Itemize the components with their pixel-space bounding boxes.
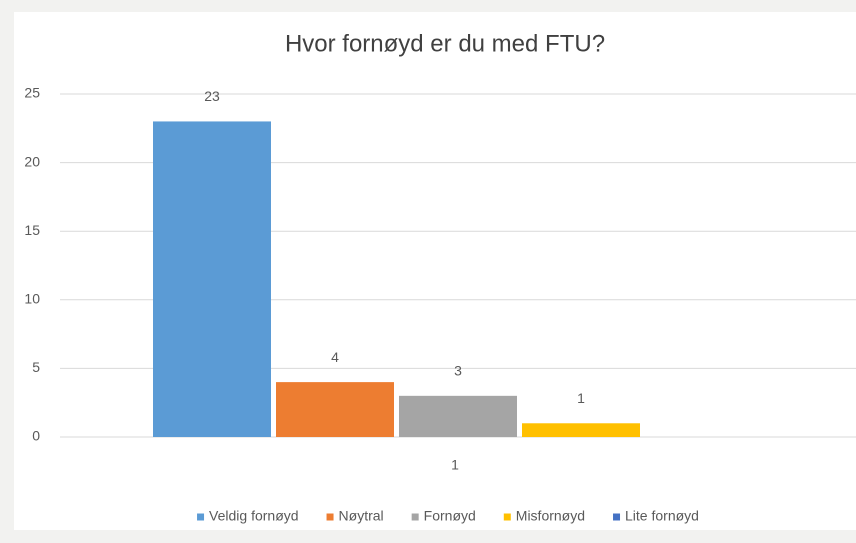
- y-tick-label: 20: [24, 153, 40, 169]
- legend-label: Veldig fornøyd: [209, 508, 299, 524]
- legend-item: Misfornøyd: [503, 508, 585, 524]
- y-tick-label: 25: [24, 85, 40, 101]
- bar: [522, 423, 640, 437]
- legend-swatch: [411, 513, 419, 521]
- data-label: 1: [577, 390, 585, 406]
- legend-item: Lite fornøyd: [613, 508, 699, 524]
- data-label: 3: [454, 363, 462, 379]
- legend-item: Fornøyd: [411, 508, 476, 524]
- legend-label: Lite fornøyd: [625, 508, 699, 524]
- legend-swatch: [503, 513, 511, 521]
- legend-label: Misfornøyd: [516, 508, 585, 524]
- chart-title: Hvor fornøyd er du med FTU?: [285, 30, 605, 57]
- bar: [153, 121, 271, 437]
- bar: [399, 395, 517, 437]
- y-tick-label: 0: [32, 428, 40, 444]
- legend-label: Fornøyd: [424, 508, 476, 524]
- bar: [276, 382, 394, 437]
- legend-item: Veldig fornøyd: [197, 508, 299, 524]
- legend-item: Nøytral: [326, 508, 384, 524]
- legend-swatch: [613, 513, 621, 521]
- data-label: 23: [204, 88, 220, 104]
- chart-area: [14, 12, 856, 530]
- x-tick-label: 1: [451, 457, 459, 473]
- legend-swatch: [326, 513, 334, 521]
- legend-label: Nøytral: [339, 508, 384, 524]
- legend-swatch: [197, 513, 205, 521]
- y-tick-label: 5: [32, 359, 40, 375]
- y-tick-label: 15: [24, 222, 40, 238]
- y-tick-label: 10: [24, 291, 40, 307]
- data-label: 4: [331, 349, 339, 365]
